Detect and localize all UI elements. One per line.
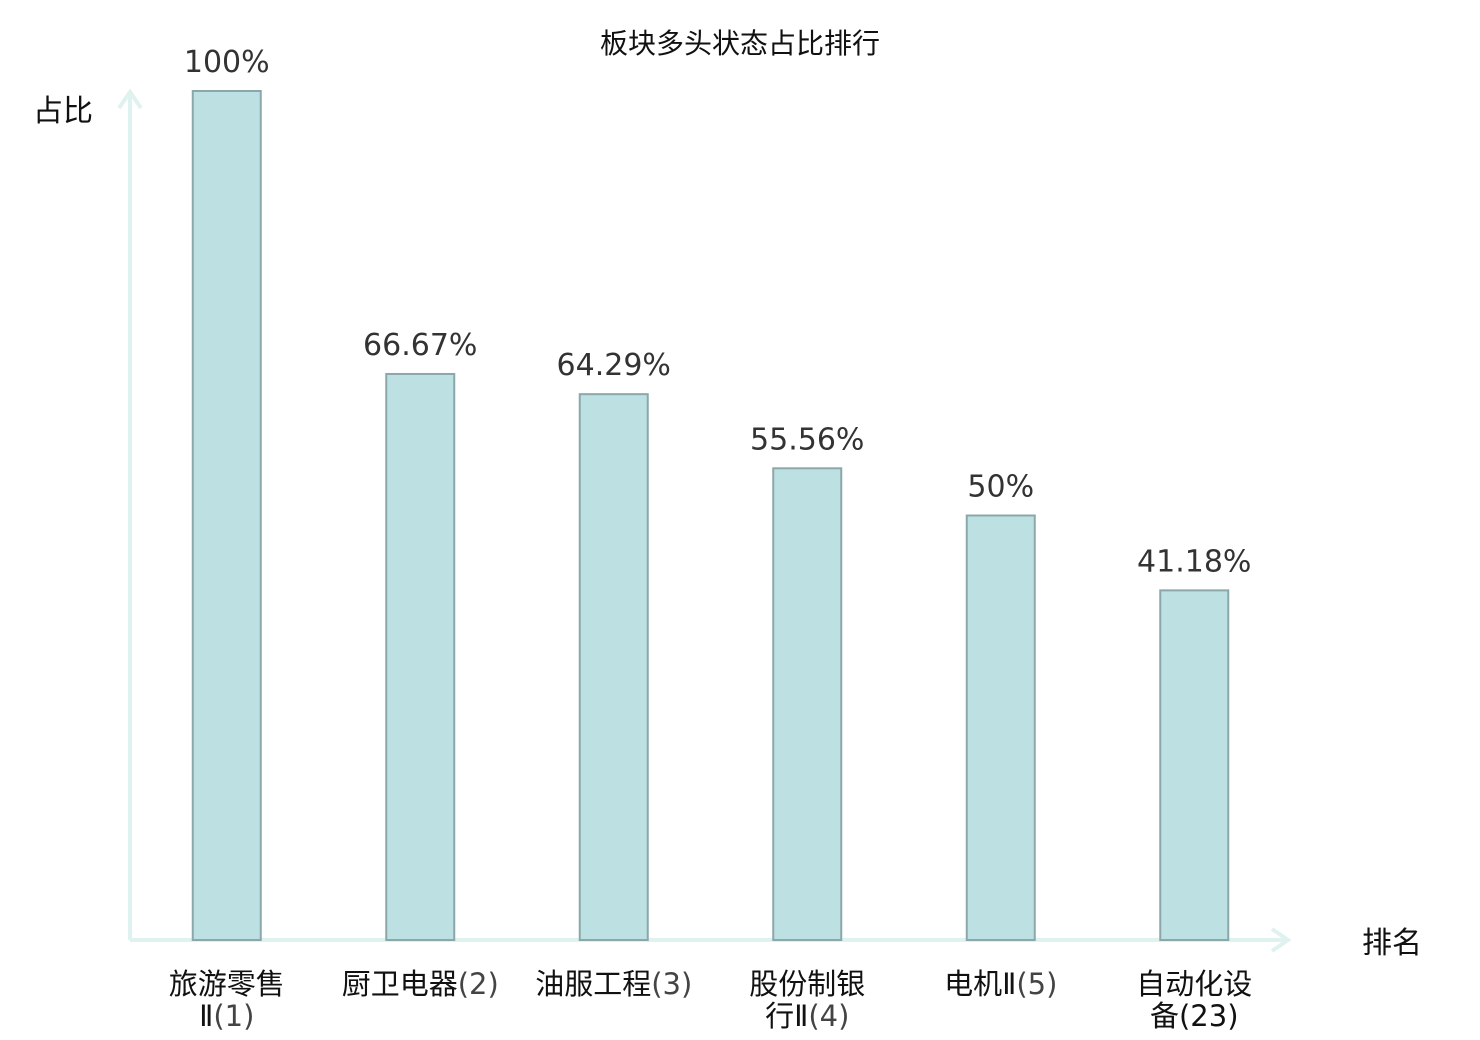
category-label-line: Ⅱ — [199, 999, 213, 1033]
category-label-5: 电机Ⅱ(5) — [944, 967, 1057, 1001]
category-label-line: 电机Ⅱ — [944, 967, 1016, 1001]
chart-title: 板块多头状态占比排行 — [600, 27, 880, 60]
y-axis-arrow — [117, 88, 143, 110]
bar-4 — [772, 467, 843, 941]
category-label-line: 旅游零售 — [169, 967, 285, 1001]
bar-1 — [191, 90, 262, 941]
category-label-2: 厨卫电器(2) — [342, 967, 499, 1001]
value-label-4: 55.56% — [750, 422, 864, 457]
category-label-line: 行Ⅱ — [765, 999, 808, 1033]
category-label-4: 股份制银行Ⅱ(4) — [749, 967, 865, 1033]
category-label-line: 备 — [1150, 999, 1179, 1033]
category-rank: (1) — [213, 999, 254, 1033]
x-axis-title: 排名 — [1362, 926, 1422, 961]
category-rank: (2) — [458, 967, 499, 1001]
y-axis-title: 占比 — [33, 94, 93, 129]
value-label-5: 50% — [967, 470, 1034, 505]
category-label-line: 自动化设 — [1136, 967, 1252, 1001]
category-label-6: 自动化设备(23) — [1136, 967, 1252, 1033]
category-label-line: 厨卫电器 — [342, 967, 458, 1001]
axes — [117, 88, 1292, 953]
bar-5 — [965, 514, 1036, 941]
category-rank: (4) — [808, 999, 849, 1033]
value-label-1: 100% — [184, 45, 270, 80]
x-axis-arrow — [1270, 927, 1292, 953]
category-rank: (3) — [651, 967, 692, 1001]
category-label-3: 油服工程(3) — [535, 967, 692, 1001]
category-rank: (23) — [1179, 999, 1239, 1033]
category-labels: 旅游零售 Ⅱ(1) 厨卫电器(2) 油服工程(3) 股份制银行Ⅱ(4) 电机Ⅱ(5) 自动化… — [169, 967, 1253, 1033]
value-label-2: 66.67% — [363, 328, 477, 363]
bar-6 — [1159, 589, 1230, 941]
category-rank: (5) — [1016, 967, 1057, 1001]
category-label-1: 旅游零售 Ⅱ(1) — [169, 967, 285, 1033]
bar-3 — [578, 393, 649, 941]
category-label-line: 股份制银 — [749, 967, 865, 1001]
value-label-3: 64.29% — [557, 348, 671, 383]
bar-2 — [385, 372, 456, 942]
value-labels: 100% 66.67% 64.29% 55.56% 50% 41.18% — [184, 45, 1252, 579]
bars — [191, 90, 1230, 942]
value-label-6: 41.18% — [1137, 544, 1251, 579]
category-label-line: 油服工程 — [535, 967, 651, 1001]
